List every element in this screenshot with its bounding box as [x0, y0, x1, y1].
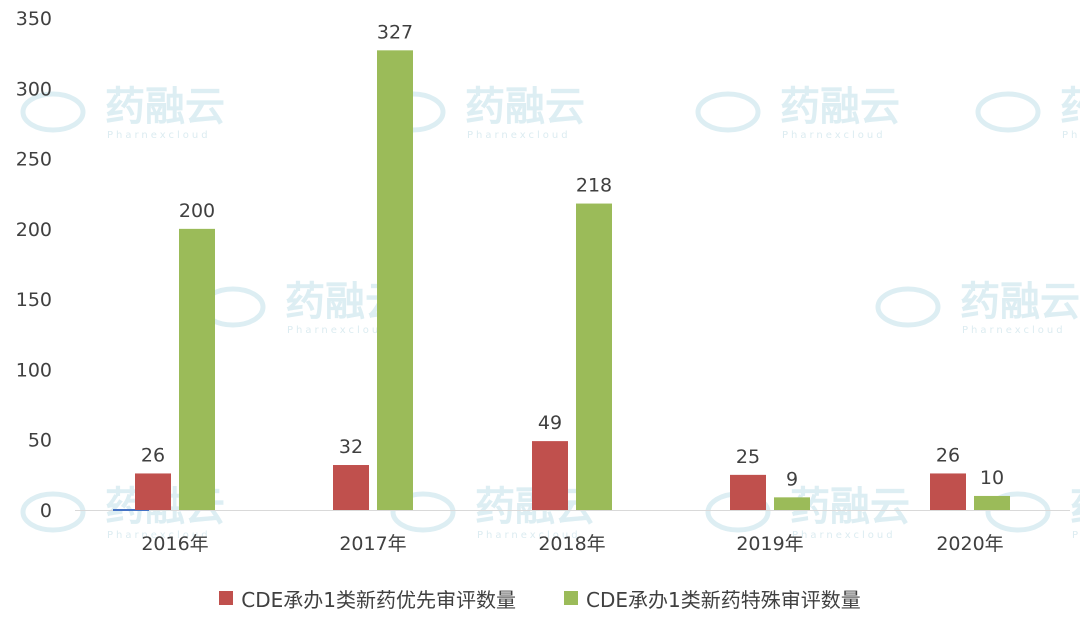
y-tick-label: 250: [16, 149, 52, 171]
cloud-icon: [695, 91, 761, 133]
legend-label-special: CDE承办1类新药特殊审评数量: [586, 587, 861, 612]
watermark-subtext: Pharnexcloud: [287, 325, 391, 336]
bar-priority-1: [333, 465, 369, 510]
y-tick-label: 150: [16, 289, 52, 311]
watermark-subtext: Pharnexcloud: [792, 530, 896, 541]
bar-priority-2: [532, 441, 568, 510]
watermark-subtext: Pharnexcloud: [467, 130, 571, 141]
legend-item-priority: CDE承办1类新药优先审评数量: [219, 584, 516, 613]
data-label: 25: [736, 446, 760, 468]
y-tick-label: 100: [16, 359, 52, 381]
y-tick-label: 350: [16, 8, 52, 30]
y-tick-label: 0: [40, 500, 52, 522]
data-label: 49: [538, 412, 562, 434]
watermark-subtext: Pharnexcloud: [477, 530, 581, 541]
x-tick-label: 2016年: [141, 533, 208, 555]
cloud-icon: [20, 491, 86, 533]
watermark-text: 药融云: [465, 84, 585, 130]
legend-item-special: CDE承办1类新药特殊审评数量: [564, 584, 861, 613]
bars-layer: 26 32 49 25 26 200 327 218 9 10: [135, 21, 1010, 511]
legend: CDE承办1类新药优先审评数量 CDE承办1类新药特殊审评数量: [0, 583, 1080, 613]
watermark-subtext: Pharnexcloud: [962, 325, 1066, 336]
watermark-subtext: Pharnexcloud: [1072, 530, 1080, 541]
data-label: 10: [980, 467, 1004, 489]
y-tick-label: 50: [28, 430, 52, 452]
cloud-icon: [20, 91, 86, 133]
x-tick-label: 2017年: [339, 533, 406, 555]
bar-special-1: [377, 50, 413, 511]
bar-priority-3: [730, 474, 766, 510]
watermark-text: 药融云: [105, 84, 225, 130]
legend-swatch-priority: [219, 591, 234, 605]
data-label: 200: [179, 200, 215, 222]
x-tick-label: 2018年: [538, 533, 605, 555]
data-label: 32: [339, 436, 363, 458]
bar-special-4: [974, 495, 1010, 510]
x-tick-label: 2019年: [736, 533, 803, 555]
data-label: 327: [377, 21, 413, 43]
watermark-subtext: Pharnexcloud: [107, 130, 211, 141]
watermark-subtext: Pharnexcloud: [107, 530, 211, 541]
bar-special-3: [774, 497, 810, 510]
y-tick-label: 300: [16, 78, 52, 100]
bar-priority-0: [135, 473, 171, 510]
watermark-text: 药融云: [780, 84, 900, 130]
cloud-icon: [390, 491, 456, 533]
legend-label-priority: CDE承办1类新药优先审评数量: [241, 587, 516, 612]
x-axis: 2016年 2017年 2018年 2019年 2020年: [141, 533, 1003, 555]
y-axis: 0 50 100 150 200 250 300 350: [16, 8, 52, 522]
watermark-subtext: Pharnexcloud: [782, 130, 886, 141]
cloud-icon: [875, 286, 941, 328]
data-label: 26: [141, 444, 165, 466]
cloud-icon: [975, 91, 1041, 133]
data-label: 26: [936, 444, 960, 466]
bar-priority-4: [930, 473, 966, 510]
y-tick-label: 200: [16, 219, 52, 241]
bar-special-0: [179, 228, 215, 510]
data-label: 218: [576, 175, 612, 197]
watermark-text: 药融云: [1060, 84, 1080, 130]
data-label: 9: [786, 468, 798, 490]
watermark-text: 药融云: [1070, 484, 1080, 530]
cloud-icon: [985, 491, 1051, 533]
watermark-text: 药融云: [960, 279, 1080, 325]
bar-chart: 药融云Pharnexcloud药融云Pharnexcloud药融云Pharnex…: [16, 8, 1080, 555]
bar-special-2: [576, 203, 612, 510]
legend-swatch-special: [564, 591, 578, 605]
x-tick-label: 2020年: [936, 533, 1003, 555]
watermark-subtext: Pharnexcloud: [1062, 130, 1080, 141]
